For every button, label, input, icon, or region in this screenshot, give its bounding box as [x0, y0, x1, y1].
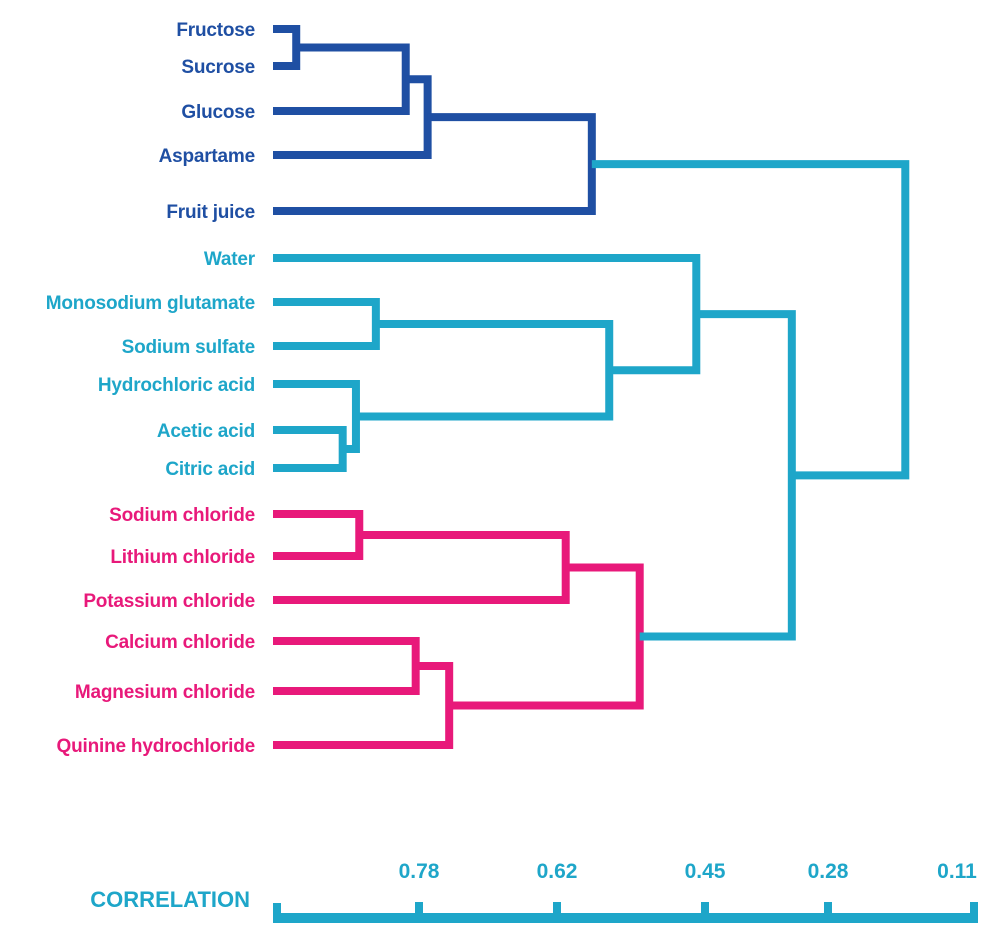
- leaf-label-citric: Citric acid: [165, 459, 255, 480]
- axis-title: CORRELATION: [90, 887, 250, 912]
- leaf-label-fructose: Fructose: [176, 20, 255, 41]
- branch-m1: [273, 25, 301, 70]
- branch-m8: [355, 320, 614, 421]
- leaf-label-acetic: Acetic acid: [157, 421, 255, 442]
- branch-m4: [273, 113, 596, 215]
- axis-tick-label: 0.28: [808, 860, 849, 883]
- leaf-label-msg: Monosodium glutamate: [46, 293, 255, 314]
- branch-m9: [273, 254, 701, 375]
- leaf-label-mgcl2: Magnesium chloride: [75, 682, 255, 703]
- axis-tick-label: 0.62: [537, 860, 578, 883]
- leaf-label-nacl: Sodium chloride: [109, 505, 255, 526]
- axis-tick-label: 0.45: [685, 860, 726, 883]
- branch-m15: [639, 310, 796, 641]
- leaf-label-sodium_sulfate: Sodium sulfate: [122, 337, 255, 358]
- branch-m10: [273, 510, 364, 560]
- leaf-label-quinine: Quinine hydrochloride: [57, 736, 255, 757]
- branch-m16: [591, 160, 910, 480]
- branch-m5: [273, 426, 347, 472]
- branch-m14: [449, 563, 644, 710]
- branch-m7: [273, 298, 380, 350]
- branch-m2: [273, 43, 410, 115]
- leaf-label-cacl2: Calcium chloride: [105, 632, 255, 653]
- axis-ticks: 0.78 0.62 0.45 0.28 0.11: [273, 860, 978, 923]
- leaf-label-fruit_juice: Fruit juice: [166, 202, 255, 223]
- axis-tick-label: 0.78: [399, 860, 440, 883]
- branch-m11: [273, 531, 570, 604]
- leaf-label-glucose: Glucose: [181, 102, 255, 123]
- correlation-axis: CORRELATION 0.78 0.62 0.45 0.28 0.11: [90, 860, 978, 923]
- leaf-label-sucrose: Sucrose: [181, 57, 255, 78]
- branch-m12: [273, 637, 420, 695]
- branch-m13: [273, 662, 454, 749]
- dendrogram-branches: [273, 25, 910, 749]
- axis-tick-label: 0.11: [937, 860, 977, 883]
- leaf-label-hcl: Hydrochloric acid: [98, 375, 255, 396]
- leaf-labels: Fructose Sucrose Glucose Aspartame Fruit jui…: [46, 20, 256, 757]
- leaf-label-kcl: Potassium chloride: [83, 591, 255, 612]
- leaf-label-water: Water: [204, 249, 256, 270]
- leaf-label-licl: Lithium chloride: [110, 547, 255, 568]
- leaf-label-aspartame: Aspartame: [159, 146, 255, 167]
